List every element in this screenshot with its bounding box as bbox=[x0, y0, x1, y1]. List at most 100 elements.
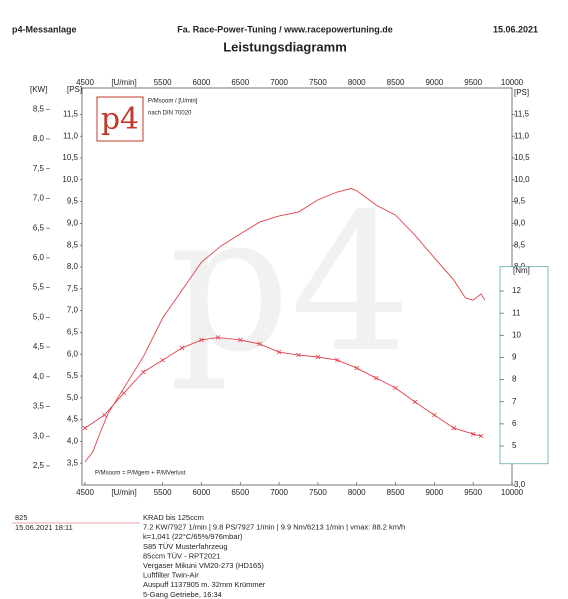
y-tick-label: 6,5 bbox=[67, 328, 79, 337]
data-marker bbox=[160, 357, 165, 363]
x-tick-label: 6000 bbox=[193, 78, 211, 87]
x-tick-label: 5500 bbox=[154, 488, 172, 497]
y-tick-label: 10,0 bbox=[62, 175, 78, 184]
y3-tick-label: 9 bbox=[512, 353, 517, 362]
data-line bbox=[84, 337, 482, 437]
y-tick-label: 3,5 bbox=[67, 458, 79, 467]
x-tick-label: 4500 bbox=[76, 78, 94, 87]
logo-box bbox=[96, 96, 144, 142]
y-tick-label: 11,0 bbox=[63, 131, 79, 140]
x-tick-label: 4500 bbox=[76, 488, 94, 497]
data-marker bbox=[215, 335, 221, 340]
footer-timestamp: 15.06.2021 18:11 bbox=[15, 523, 73, 532]
y-right-tick-label: 3,0 bbox=[514, 480, 526, 489]
x-tick-label: 9500 bbox=[464, 78, 482, 87]
footer-line: k=1,041 (22°C/65%/976mbar) bbox=[143, 532, 243, 541]
y-right-tick-label: 11,0 bbox=[514, 131, 530, 140]
y2-tick-label: 7,5 bbox=[33, 164, 45, 173]
y2-tick-label: 2,5 bbox=[33, 461, 45, 470]
footer-line: Auspuff 1137905 m. 32mm Krümmer bbox=[143, 580, 266, 589]
watermark: p4 bbox=[169, 173, 412, 394]
data-marker bbox=[296, 352, 301, 358]
legend-text: P/Msoom / [U/min] bbox=[148, 99, 198, 105]
y2-tick-label: 4,5 bbox=[33, 342, 45, 351]
data-marker bbox=[478, 433, 484, 439]
legend-text: nach DIN 70020 bbox=[148, 111, 192, 117]
x-tick-label: 6500 bbox=[231, 78, 249, 87]
footer-line: 85ccm TÜV - RPT2021 bbox=[143, 551, 220, 560]
x-tick-label: 8000 bbox=[348, 78, 366, 87]
x-tick-label: 5500 bbox=[154, 78, 172, 87]
x-tick-label: 10000 bbox=[501, 488, 524, 497]
data-marker bbox=[257, 341, 262, 347]
x-tick-label: 7000 bbox=[270, 78, 288, 87]
nm-axis-box bbox=[499, 266, 549, 465]
y-right-tick-label: 11,5 bbox=[514, 110, 530, 119]
y-right-tick-label: 9,0 bbox=[514, 219, 526, 228]
y2-tick-label: 6,5 bbox=[33, 223, 45, 232]
y-tick-label: 5,0 bbox=[67, 393, 79, 402]
y2-tick-label: 5,0 bbox=[33, 312, 45, 321]
y3-axis-label: [Nm] bbox=[513, 266, 530, 275]
y3-tick-label: 12 bbox=[512, 286, 521, 295]
footer-line: 5-Gang Getriebe, 16:34 bbox=[143, 590, 222, 599]
data-marker bbox=[121, 390, 127, 396]
x-axis-label: [U/min] bbox=[111, 78, 136, 87]
data-marker bbox=[451, 425, 457, 431]
footer-line: Vergaser Mikuni VM20-273 (HD165) bbox=[143, 561, 264, 570]
y3-tick-label: 7 bbox=[512, 397, 517, 406]
x-tick-label: 9000 bbox=[425, 488, 443, 497]
y3-tick-label: 11 bbox=[512, 308, 521, 317]
footer-line: 7.2 KW/7927 1/min | 9.8 PS/7927 1/min | … bbox=[143, 523, 405, 532]
y-tick-label: 7,5 bbox=[67, 284, 79, 293]
y-tick-label: 5,5 bbox=[67, 371, 79, 380]
data-marker bbox=[276, 349, 282, 355]
y3-tick-label: 10 bbox=[512, 330, 521, 339]
y-tick-label: 11,5 bbox=[63, 110, 79, 119]
logo: p4 bbox=[101, 102, 139, 137]
data-marker bbox=[102, 412, 107, 418]
y-tick-label: 9,5 bbox=[67, 197, 79, 206]
x-tick-label: 7500 bbox=[309, 78, 327, 87]
x-tick-label: 8500 bbox=[387, 488, 405, 497]
data-marker bbox=[82, 425, 88, 431]
header-left: p4-Messanlage bbox=[12, 24, 77, 34]
y2-tick-label: 4,0 bbox=[33, 372, 45, 381]
formula: P/Msoom = P/Mgem + P/MVerlust bbox=[95, 471, 186, 477]
x-tick-label: 8000 bbox=[348, 488, 366, 497]
header-date: 15.06.2021 bbox=[493, 24, 538, 34]
x-axis-label: [U/min] bbox=[111, 488, 136, 497]
y-tick-label: 4,0 bbox=[67, 437, 79, 446]
y2-tick-label: 3,5 bbox=[33, 402, 45, 411]
data-marker bbox=[237, 337, 243, 343]
header-center: Fa. Race-Power-Tuning / www.racepowertun… bbox=[177, 24, 393, 34]
data-marker bbox=[393, 385, 398, 391]
data-marker bbox=[470, 431, 476, 437]
y-right-tick-label: 8,5 bbox=[514, 240, 526, 249]
x-tick-label: 7500 bbox=[309, 488, 327, 497]
y-right-tick-label: 9,5 bbox=[514, 197, 526, 206]
y-right-axis-label: [PS] bbox=[514, 88, 529, 97]
data-marker bbox=[373, 375, 379, 381]
y-tick-label: 6,0 bbox=[67, 349, 79, 358]
y-tick-label: 7,0 bbox=[67, 306, 79, 315]
data-marker bbox=[179, 345, 185, 351]
data-marker bbox=[412, 399, 418, 405]
y2-tick-label: 8,5 bbox=[33, 104, 45, 113]
y2-tick-label: 6,0 bbox=[33, 253, 45, 262]
y-right-tick-label: 10,5 bbox=[514, 153, 530, 162]
x-tick-label: 9500 bbox=[464, 488, 482, 497]
y2-tick-label: 5,5 bbox=[33, 283, 45, 292]
footer-line: S85 TÜV Musterfahrzeug bbox=[143, 542, 228, 551]
data-marker bbox=[354, 365, 360, 371]
x-tick-label: 6500 bbox=[231, 488, 249, 497]
y-tick-label: 8,0 bbox=[67, 262, 79, 271]
y-tick-label: 10,5 bbox=[62, 153, 78, 162]
data-marker bbox=[432, 412, 437, 418]
footer-line: Luftfilter Twin-Air bbox=[143, 571, 199, 580]
footer-id: 825 bbox=[15, 513, 28, 522]
data-marker bbox=[199, 337, 204, 343]
y2-axis-label: [KW] bbox=[30, 85, 47, 94]
